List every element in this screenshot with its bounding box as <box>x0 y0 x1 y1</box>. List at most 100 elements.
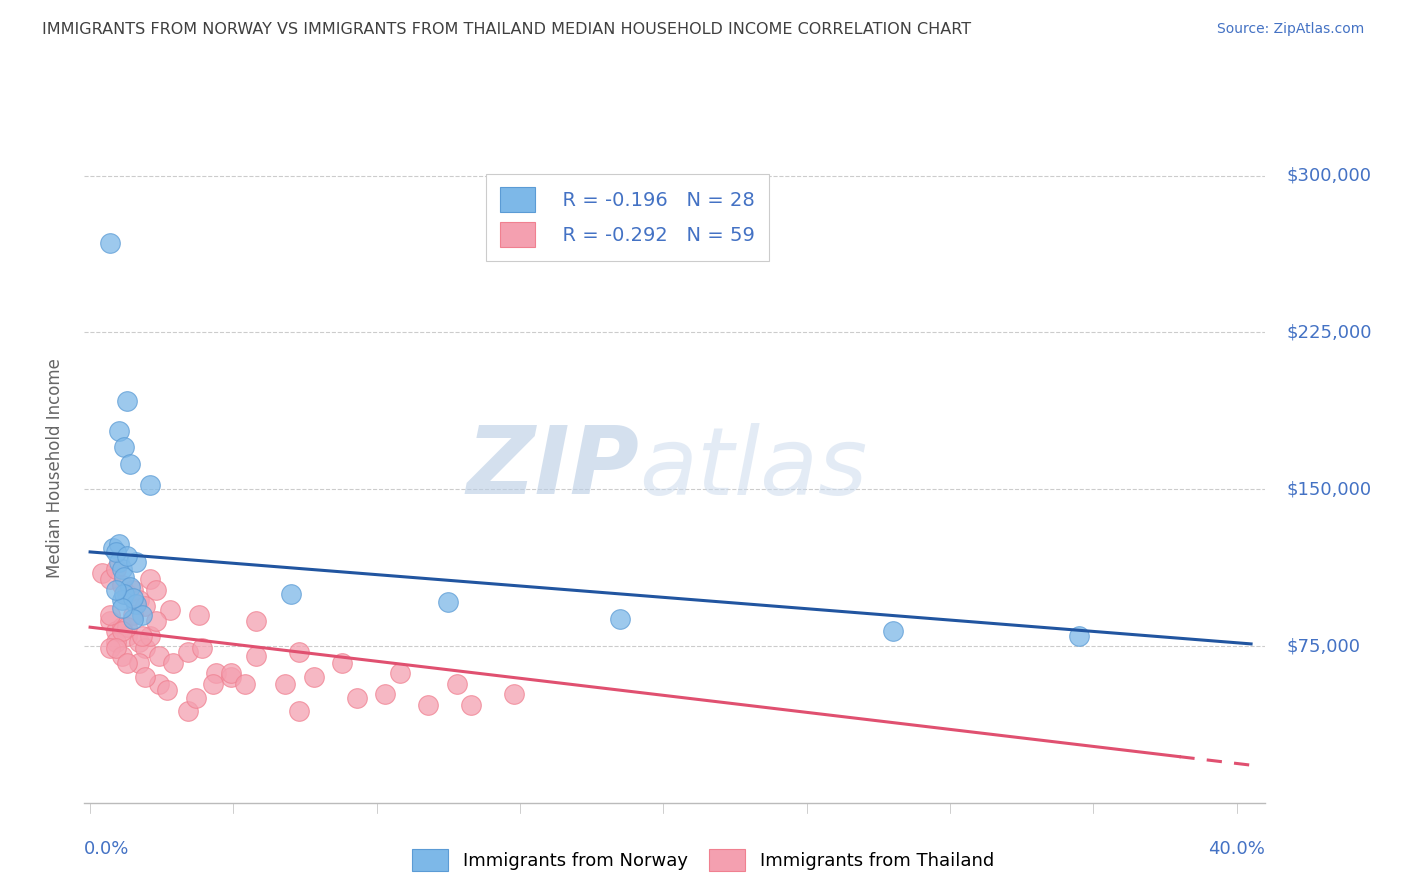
Point <box>134 599 156 614</box>
Point <box>148 676 170 690</box>
Point <box>107 536 129 550</box>
Legend: Immigrants from Norway, Immigrants from Thailand: Immigrants from Norway, Immigrants from … <box>405 842 1001 879</box>
Point <box>114 441 136 455</box>
Y-axis label: Median Household Income: Median Household Income <box>45 359 63 578</box>
Point <box>437 595 460 609</box>
Point <box>122 582 145 597</box>
Legend:   R = -0.196   N = 28,   R = -0.292   N = 59: R = -0.196 N = 28, R = -0.292 N = 59 <box>486 174 769 260</box>
Point <box>134 641 156 656</box>
Point <box>111 620 134 634</box>
Text: $150,000: $150,000 <box>1286 480 1372 499</box>
Point <box>233 676 256 690</box>
Point <box>176 704 198 718</box>
Point <box>145 614 167 628</box>
Point <box>117 620 139 634</box>
Point <box>245 614 267 628</box>
Point <box>139 478 162 492</box>
Point <box>98 607 121 622</box>
Text: $75,000: $75,000 <box>1286 637 1361 655</box>
Point <box>122 612 145 626</box>
Point <box>117 549 139 563</box>
Point <box>122 591 145 605</box>
Point <box>114 570 136 584</box>
Text: atlas: atlas <box>640 423 868 514</box>
Point <box>148 649 170 664</box>
Text: 40.0%: 40.0% <box>1209 839 1265 857</box>
Point <box>117 587 139 601</box>
Point <box>1067 628 1090 642</box>
Point <box>202 676 225 690</box>
Point <box>176 645 198 659</box>
Point <box>288 704 311 718</box>
Point <box>104 562 127 576</box>
Point <box>191 641 214 656</box>
Point <box>90 566 112 580</box>
Point <box>98 572 121 586</box>
Point <box>156 682 179 697</box>
Text: ZIP: ZIP <box>467 422 640 515</box>
Point <box>159 603 181 617</box>
Point <box>609 612 631 626</box>
Point <box>98 641 121 656</box>
Point <box>139 628 162 642</box>
Text: IMMIGRANTS FROM NORWAY VS IMMIGRANTS FROM THAILAND MEDIAN HOUSEHOLD INCOME CORRE: IMMIGRANTS FROM NORWAY VS IMMIGRANTS FRO… <box>42 22 972 37</box>
Point <box>188 607 211 622</box>
Point <box>120 457 142 471</box>
Point <box>111 624 134 639</box>
Point <box>104 635 127 649</box>
Point <box>101 541 124 555</box>
Point <box>418 698 440 712</box>
Point <box>128 593 150 607</box>
Point <box>131 628 153 642</box>
Text: $300,000: $300,000 <box>1286 167 1371 185</box>
Point <box>125 555 148 569</box>
Point <box>219 666 242 681</box>
Point <box>374 687 396 701</box>
Point <box>446 676 468 690</box>
Point <box>280 587 302 601</box>
Point <box>205 666 228 681</box>
Point <box>503 687 526 701</box>
Point <box>111 593 134 607</box>
Point <box>128 635 150 649</box>
Point <box>302 670 325 684</box>
Point <box>122 607 145 622</box>
Point <box>245 649 267 664</box>
Point <box>117 656 139 670</box>
Text: Source: ZipAtlas.com: Source: ZipAtlas.com <box>1216 22 1364 37</box>
Point <box>111 562 134 576</box>
Text: 0.0%: 0.0% <box>84 839 129 857</box>
Point <box>388 666 411 681</box>
Point <box>186 691 208 706</box>
Point <box>219 670 242 684</box>
Text: $225,000: $225,000 <box>1286 324 1372 342</box>
Point <box>107 555 129 569</box>
Point <box>117 628 139 642</box>
Point <box>117 394 139 409</box>
Point <box>104 641 127 656</box>
Point <box>114 587 136 601</box>
Point <box>131 607 153 622</box>
Point <box>111 601 134 615</box>
Point <box>330 656 353 670</box>
Point <box>107 424 129 438</box>
Point <box>104 624 127 639</box>
Point <box>346 691 368 706</box>
Point <box>125 597 148 611</box>
Point <box>104 582 127 597</box>
Point <box>98 235 121 250</box>
Point <box>111 578 134 592</box>
Point <box>111 649 134 664</box>
Point <box>274 676 297 690</box>
Point <box>162 656 184 670</box>
Point <box>145 582 167 597</box>
Point <box>139 572 162 586</box>
Point <box>98 614 121 628</box>
Point <box>288 645 311 659</box>
Point <box>134 670 156 684</box>
Point <box>882 624 904 639</box>
Point <box>460 698 482 712</box>
Point <box>128 656 150 670</box>
Point <box>120 581 142 595</box>
Point <box>104 545 127 559</box>
